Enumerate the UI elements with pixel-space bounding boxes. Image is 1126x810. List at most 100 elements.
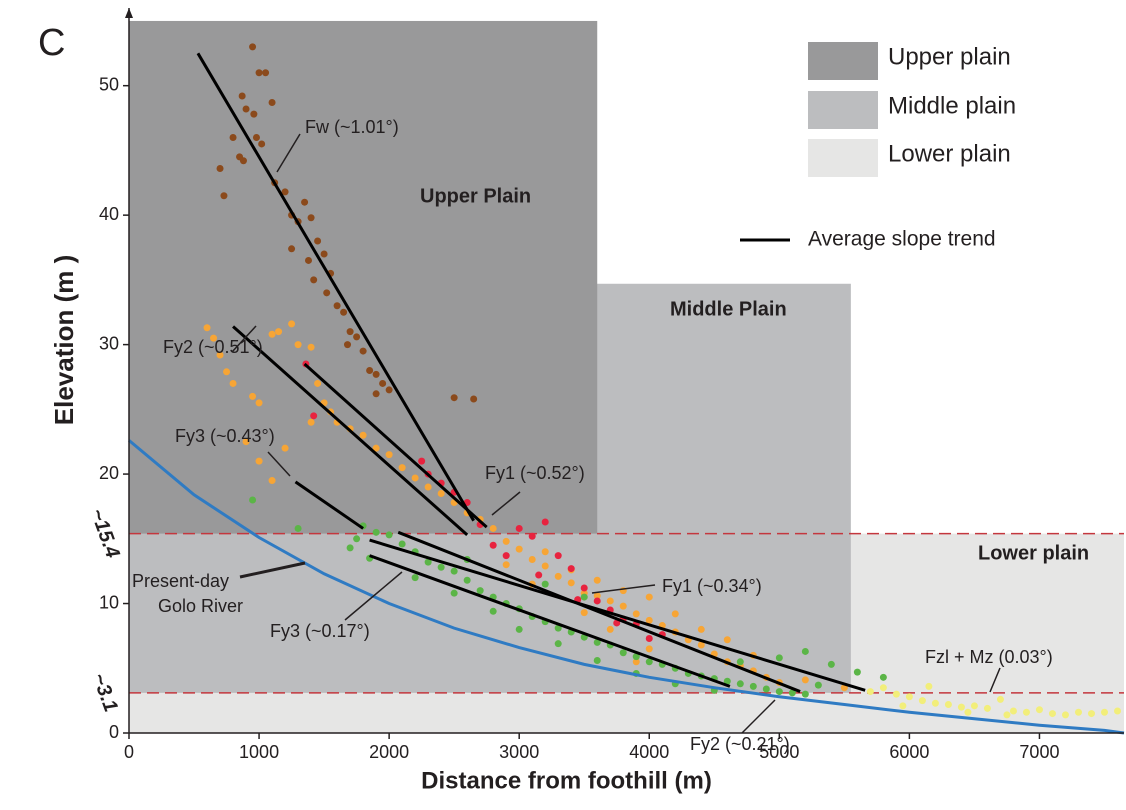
legend-label: Average slope trend (808, 228, 996, 251)
x-tick-label: 7000 (1019, 742, 1059, 762)
data-point (220, 192, 228, 200)
data-point (554, 552, 562, 560)
data-point (310, 412, 318, 420)
x-tick-label: 6000 (889, 742, 929, 762)
x-tick-label: 1000 (239, 742, 279, 762)
leader-line (344, 571, 403, 621)
leader-line (741, 699, 776, 734)
data-point (238, 92, 246, 100)
data-point (450, 589, 458, 597)
data-point (411, 574, 419, 582)
data-point (307, 418, 315, 426)
data-point (899, 702, 907, 710)
data-point (593, 576, 601, 584)
data-point (1074, 708, 1082, 716)
data-point (314, 379, 322, 387)
legend-label: Middle plain (888, 92, 1016, 119)
data-point (502, 537, 510, 545)
data-point (320, 250, 328, 258)
data-point (892, 690, 900, 698)
data-point (645, 634, 653, 642)
data-point (1100, 708, 1108, 716)
data-point (528, 556, 536, 564)
data-point (502, 561, 510, 569)
points-layer (128, 43, 1125, 735)
data-point (866, 688, 874, 696)
reference-label: ~15.4 (86, 506, 124, 561)
data-point (502, 552, 510, 560)
data-point (827, 660, 835, 668)
trend-line (196, 52, 475, 522)
data-point (723, 677, 731, 685)
data-point (801, 690, 809, 698)
data-point (645, 645, 653, 653)
data-point (554, 572, 562, 580)
data-point (258, 140, 266, 148)
annotation: Present-day (132, 571, 229, 591)
leader-line (231, 325, 257, 353)
data-point (580, 593, 588, 601)
data-point (333, 302, 341, 310)
leader-line (267, 451, 291, 477)
legend-swatch (808, 91, 878, 129)
data-point (632, 610, 640, 618)
data-point (323, 289, 331, 297)
legend-label: Lower plain (888, 140, 1011, 167)
data-point (294, 341, 302, 349)
data-point (1113, 707, 1121, 715)
annotation: Fy2 (~0.51°) (163, 337, 263, 357)
data-point (632, 653, 640, 661)
annotation: C (38, 22, 65, 64)
data-point (489, 541, 497, 549)
data-point (535, 571, 543, 579)
reference-label: ~3.1 (88, 670, 122, 715)
data-point (697, 625, 705, 633)
data-point (353, 535, 361, 543)
data-point (450, 567, 458, 575)
plain-region (129, 20, 598, 534)
data-point (762, 685, 770, 693)
data-point (1003, 711, 1011, 719)
data-point (344, 341, 352, 349)
leader-line (491, 491, 521, 516)
trend-line (303, 362, 488, 529)
data-point (310, 276, 318, 284)
data-point (697, 641, 705, 649)
data-point (593, 638, 601, 646)
data-point (307, 214, 315, 222)
leader-line (276, 133, 301, 173)
data-point (372, 528, 380, 536)
trend-line (369, 538, 866, 692)
data-point (470, 395, 478, 403)
data-point (353, 333, 361, 341)
data-point (1087, 710, 1095, 718)
data-point (346, 328, 354, 336)
data-point (879, 684, 887, 692)
trend-line (232, 325, 469, 537)
data-point (1061, 711, 1069, 719)
data-point (314, 237, 322, 245)
river-line (128, 439, 1125, 735)
leader-line (591, 584, 656, 594)
annotation: Fy3 (~0.17°) (270, 621, 370, 641)
data-point (476, 587, 484, 595)
data-point (567, 579, 575, 587)
data-point (593, 597, 601, 605)
y-tick-label: 0 (109, 722, 119, 742)
data-point (346, 544, 354, 552)
annotation: Middle Plain (670, 298, 787, 320)
data-point (931, 699, 939, 707)
data-point (229, 379, 237, 387)
data-point (736, 680, 744, 688)
data-point (944, 701, 952, 709)
data-point (424, 558, 432, 566)
data-point (879, 673, 887, 681)
data-point (372, 444, 380, 452)
data-point (645, 593, 653, 601)
background-layer (129, 20, 1124, 733)
data-point (418, 457, 426, 465)
data-point (294, 524, 302, 532)
data-point (437, 563, 445, 571)
data-point (463, 576, 471, 584)
annotation: Fzl + Mz (0.03°) (925, 647, 1053, 667)
